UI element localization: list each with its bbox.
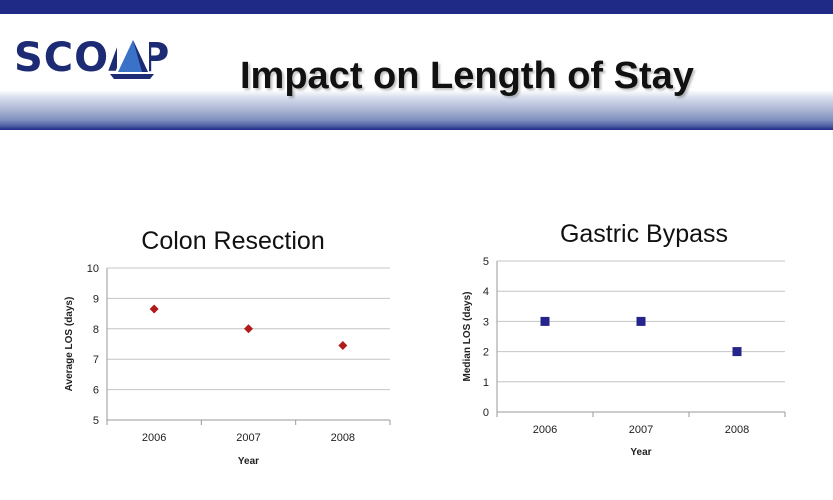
x-tick-label: 2008 <box>331 432 355 444</box>
data-point <box>636 316 646 326</box>
y-tick-label: 9 <box>93 293 99 305</box>
x-tick-label: 2008 <box>725 424 749 436</box>
x-tick-label: 2006 <box>142 432 166 444</box>
y-tick-label: 1 <box>483 377 489 389</box>
y-tick-label: 8 <box>93 324 99 336</box>
slide-title: Impact on Length of Stay <box>240 55 694 97</box>
chart-title: Gastric Bypass <box>560 220 728 248</box>
y-axis-label: Average LOS (days) <box>64 297 75 392</box>
y-tick-label: 5 <box>483 256 489 268</box>
y-tick-label: 7 <box>93 354 99 366</box>
x-tick-label: 2007 <box>629 424 653 436</box>
x-axis-label: Year <box>630 447 651 458</box>
y-tick-label: 5 <box>93 415 99 427</box>
y-tick-label: 2 <box>483 347 489 359</box>
data-point <box>149 304 159 314</box>
x-axis-label: Year <box>238 456 259 467</box>
data-point <box>338 341 348 351</box>
y-tick-label: 3 <box>483 316 489 328</box>
y-tick-label: 4 <box>483 286 489 298</box>
top-bar <box>0 0 833 14</box>
data-point <box>732 347 742 357</box>
y-axis-label: Median LOS (days) <box>462 291 473 381</box>
y-tick-label: 10 <box>87 263 99 275</box>
x-tick-label: 2006 <box>533 424 557 436</box>
y-tick-label: 6 <box>93 385 99 397</box>
logo-triangle-icon <box>110 36 154 80</box>
x-tick-label: 2007 <box>236 432 260 444</box>
scoap-logo: SCOAP <box>14 34 184 82</box>
data-point <box>540 316 550 326</box>
y-tick-label: 0 <box>483 407 489 419</box>
chart-title: Colon Resection <box>141 227 324 255</box>
data-point <box>244 324 253 334</box>
